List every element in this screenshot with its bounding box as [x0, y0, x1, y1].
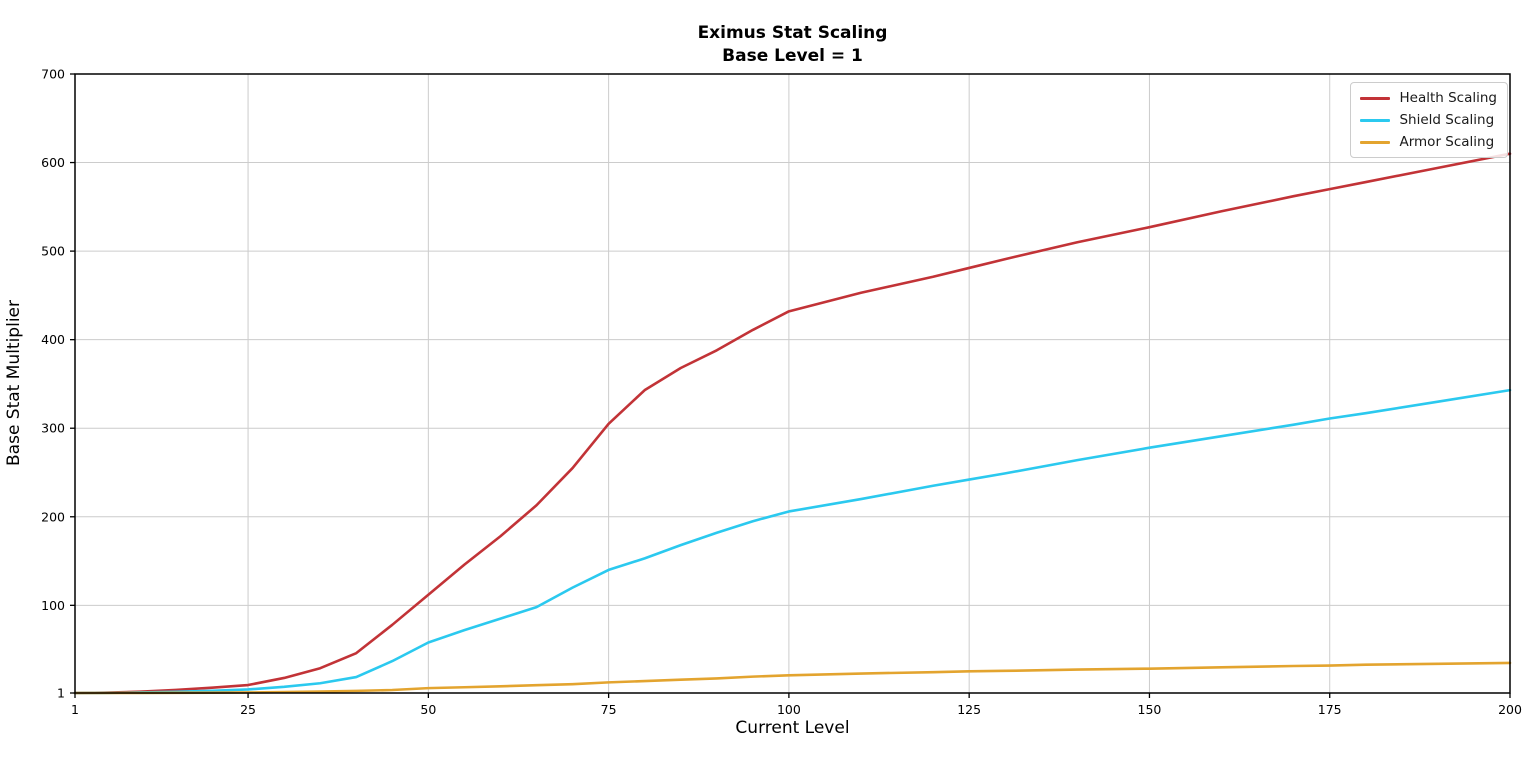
- axes-spines: [74, 73, 1511, 694]
- shield-scaling-line: [73, 388, 1512, 695]
- y-tick-label: 100: [41, 598, 65, 613]
- y-tick-label: 300: [41, 421, 65, 436]
- x-tick-label: 100: [777, 702, 801, 717]
- x-axis-label: Current Level: [735, 718, 850, 738]
- x-tick-label: 50: [420, 702, 436, 717]
- legend: Health Scaling Shield Scaling Armor Scal…: [1350, 82, 1508, 158]
- health-line-swatch: [1360, 96, 1391, 100]
- legend-item-shield: Shield Scaling: [1360, 112, 1497, 128]
- y-tick-label: 200: [41, 509, 65, 524]
- legend-label-health: Health Scaling: [1399, 90, 1497, 106]
- x-tick-label: 200: [1498, 702, 1522, 717]
- x-tick-label: 75: [601, 702, 617, 717]
- x-tick-label: 25: [240, 702, 256, 717]
- health-scaling-line: [73, 152, 1512, 695]
- legend-item-health: Health Scaling: [1360, 90, 1497, 106]
- y-tick-label: 500: [41, 244, 65, 259]
- legend-label-armor: Armor Scaling: [1399, 134, 1495, 150]
- legend-label-shield: Shield Scaling: [1399, 112, 1495, 128]
- chart-subtitle: Base Level = 1: [722, 45, 863, 66]
- shield-line-swatch: [1360, 118, 1391, 122]
- y-tick-label: 700: [41, 67, 65, 82]
- x-tick-label: 175: [1318, 702, 1342, 717]
- x-tick-label: 125: [957, 702, 981, 717]
- armor-line-swatch: [1360, 140, 1391, 144]
- y-tick-label: 1: [57, 686, 65, 701]
- legend-item-armor: Armor Scaling: [1360, 134, 1497, 150]
- armor-scaling-line: [73, 661, 1512, 695]
- chart-title-block: Eximus Stat Scaling Base Level = 1: [75, 22, 1510, 68]
- y-axis-label: Base Stat Multiplier: [4, 300, 24, 466]
- chart-title: Eximus Stat Scaling: [697, 23, 888, 43]
- y-tick-label: 600: [41, 155, 65, 170]
- x-tick-label: 1: [71, 702, 79, 717]
- x-tick-label: 150: [1138, 702, 1162, 717]
- y-tick-label: 400: [41, 332, 65, 347]
